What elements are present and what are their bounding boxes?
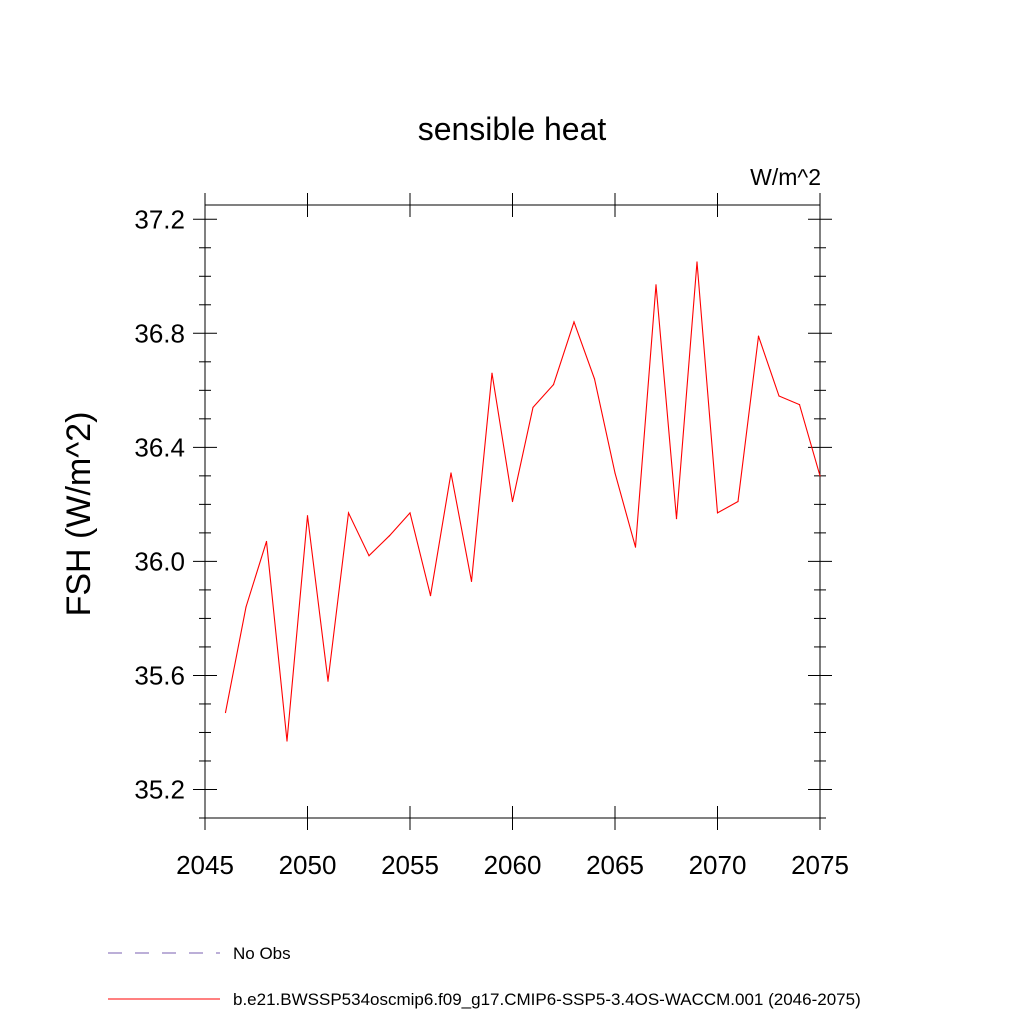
y-tick-label: 35.6 (134, 660, 185, 690)
data-point (634, 546, 637, 548)
data-point (224, 711, 227, 714)
data-point (511, 500, 514, 503)
legend-label: b.e21.BWSSP534oscmip6.f09_g17.CMIP6-SSP5… (233, 990, 861, 1009)
data-point (655, 284, 657, 286)
data-point (614, 472, 616, 474)
data-point (450, 472, 452, 474)
x-tick-label: 2055 (381, 850, 439, 880)
data-series (224, 261, 821, 742)
y-tick-label: 36.8 (134, 318, 185, 348)
data-point (532, 406, 534, 409)
x-tick-label: 2050 (279, 850, 337, 880)
units-label: W/m^2 (750, 164, 821, 190)
x-tick-label: 2065 (586, 850, 644, 880)
x-tick-label: 2075 (791, 850, 849, 880)
data-point (778, 395, 780, 397)
x-tick-label: 2060 (484, 850, 542, 880)
axis-ticks: 35.2 35.6 36.0 36.4 36.8 37.2 2045 2050 2055 2060… (134, 193, 849, 880)
data-point (245, 606, 247, 608)
data-point (819, 475, 821, 477)
y-tick-label: 35.2 (134, 774, 185, 804)
data-point (593, 378, 596, 380)
data-point (798, 403, 801, 406)
data-point (306, 515, 309, 517)
data-point (491, 372, 493, 374)
data-point (716, 512, 719, 514)
data-point (573, 321, 575, 323)
data-point (265, 540, 268, 543)
chart-title: sensible heat (418, 111, 607, 147)
data-point (470, 580, 473, 582)
plot-frame (204, 204, 821, 819)
y-tick-label: 36.0 (134, 546, 185, 576)
data-point (757, 335, 760, 337)
y-tick-label: 36.4 (134, 432, 185, 462)
legend: No Obs b.e21.BWSSP534oscmip6.f09_g17.CMIP… (108, 944, 861, 1009)
legend-label: No Obs (233, 944, 291, 963)
y-axis-label: FSH (W/m^2) (60, 412, 98, 617)
data-point (368, 555, 370, 557)
series-line (224, 261, 821, 742)
data-point (286, 740, 288, 742)
data-point (696, 261, 698, 263)
data-point (429, 595, 432, 597)
data-point (347, 512, 350, 514)
data-point (675, 518, 678, 520)
y-tick-label: 37.2 (134, 204, 185, 234)
x-tick-label: 2070 (689, 850, 747, 880)
data-point (388, 535, 391, 537)
data-point (327, 680, 329, 682)
x-tick-label: 2045 (176, 850, 234, 880)
data-point (737, 500, 739, 503)
data-point (552, 384, 555, 386)
data-point (409, 512, 411, 514)
